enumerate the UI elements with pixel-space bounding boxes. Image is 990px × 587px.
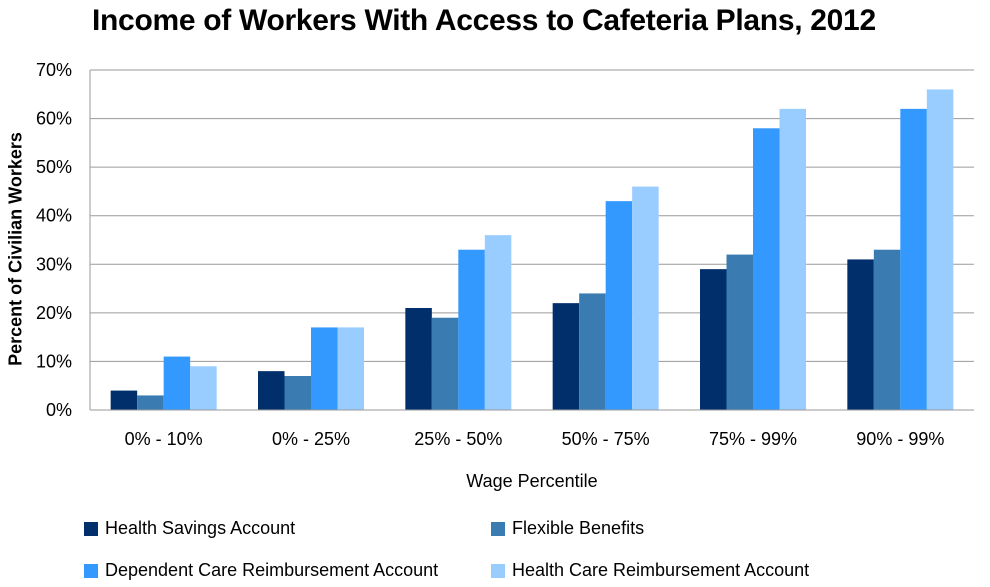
legend-swatch xyxy=(84,563,98,578)
bar xyxy=(258,371,285,410)
legend-swatch xyxy=(491,563,505,578)
bar xyxy=(847,259,874,410)
bar xyxy=(137,395,164,410)
bar xyxy=(753,128,780,411)
y-tick-label: 70% xyxy=(36,60,72,80)
bar xyxy=(405,308,432,410)
legend-label: Health Care Reimbursement Account xyxy=(512,560,810,580)
y-tick-label: 0% xyxy=(46,400,72,420)
bar xyxy=(190,366,217,410)
bar xyxy=(926,89,954,410)
y-tick-label: 60% xyxy=(36,109,72,129)
y-tick-label: 40% xyxy=(36,206,72,226)
bar xyxy=(484,235,512,410)
y-tick-label: 10% xyxy=(36,351,72,371)
y-tick-label: 20% xyxy=(36,303,72,323)
x-tick-label: 50% - 75% xyxy=(562,429,650,449)
legend-label: Health Savings Account xyxy=(105,518,296,538)
legend-label: Dependent Care Reimbursement Account xyxy=(105,560,439,580)
x-axis-label: Wage Percentile xyxy=(466,471,598,491)
bar xyxy=(700,269,727,410)
x-tick-label: 0% - 10% xyxy=(125,429,203,449)
bar xyxy=(110,390,138,410)
bar xyxy=(163,356,191,410)
x-tick-label: 90% - 99% xyxy=(856,429,944,449)
bar xyxy=(900,108,927,410)
legend-item-health-care: Health Care Reimbursement Account xyxy=(491,560,809,581)
bar xyxy=(873,249,901,410)
legend-swatch xyxy=(491,521,505,536)
chart-title: Income of Workers With Access to Cafeter… xyxy=(92,4,876,37)
legend-item-dependent-care: Dependent Care Reimbursement Account xyxy=(84,560,438,581)
y-tick-label: 30% xyxy=(36,254,72,274)
legend-item-health-savings: Health Savings Account xyxy=(84,518,295,539)
bar xyxy=(458,249,485,410)
bar xyxy=(284,376,311,410)
y-tick-label: 50% xyxy=(36,157,72,177)
bar xyxy=(779,108,806,410)
legend-label: Flexible Benefits xyxy=(512,518,645,538)
x-tick-label: 0% - 25% xyxy=(272,429,350,449)
bar xyxy=(431,317,459,410)
bar xyxy=(552,303,580,410)
legend-swatch xyxy=(84,521,98,536)
x-tick-label: 25% - 50% xyxy=(414,429,502,449)
bar xyxy=(605,201,633,410)
bar xyxy=(632,186,659,410)
legend-item-flexible-benefits: Flexible Benefits xyxy=(491,518,644,539)
bar xyxy=(311,327,338,410)
bar xyxy=(337,327,364,410)
x-tick-label: 75% - 99% xyxy=(709,429,797,449)
bar xyxy=(579,293,606,410)
bar xyxy=(726,254,753,410)
